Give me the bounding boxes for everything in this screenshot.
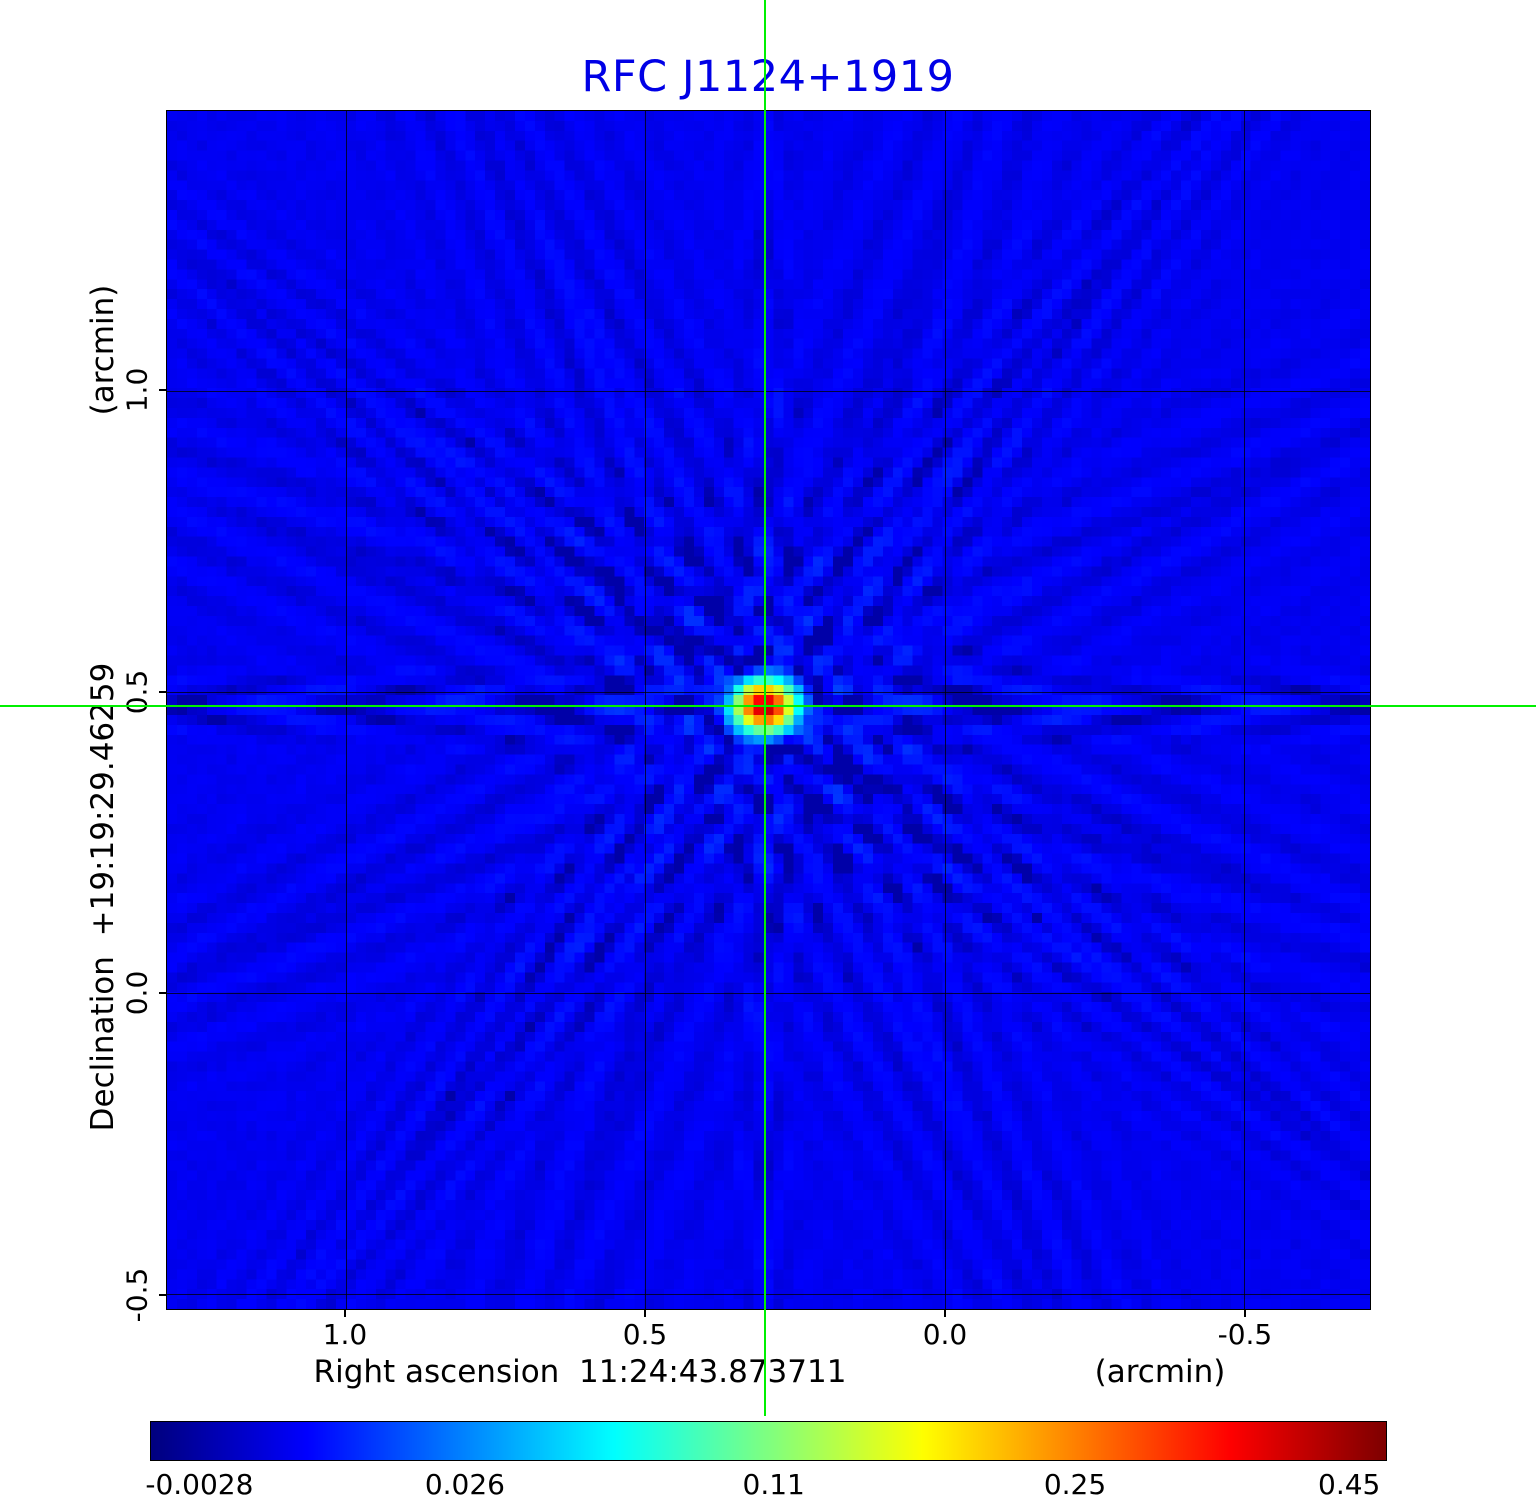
x-axis-unit-label: (arcmin) <box>1094 1354 1226 1390</box>
y-tick-label: 1.0 <box>120 367 154 413</box>
y-axis-label: Declination +19:19:29.46259 <box>85 662 121 1132</box>
x-gridline <box>1244 111 1246 1309</box>
y-tick-mark <box>159 389 166 392</box>
x-tick-mark <box>343 1310 346 1317</box>
x-tick-label: 0.0 <box>922 1318 968 1351</box>
x-tick-mark <box>1243 1310 1246 1317</box>
plot-area <box>166 110 1371 1310</box>
x-gridline <box>944 111 946 1309</box>
y-tick-mark <box>159 992 166 995</box>
plot-title: RFC J1124+1919 <box>581 52 955 102</box>
colorbar <box>150 1421 1387 1461</box>
x-tick-label: 0.5 <box>622 1318 668 1351</box>
colorbar-tick-label: 0.026 <box>424 1468 506 1501</box>
x-tick-label: -0.5 <box>1217 1318 1273 1351</box>
y-tick-label: 0.0 <box>120 970 154 1016</box>
y-gridline <box>167 691 1370 693</box>
y-gridline <box>167 1293 1370 1295</box>
y-tick-label: -0.5 <box>120 1267 154 1322</box>
x-gridline <box>645 111 647 1309</box>
y-tick-mark <box>159 690 166 693</box>
x-gridline <box>345 111 347 1309</box>
y-gridline <box>167 992 1370 994</box>
colorbar-tick-label: 0.45 <box>1318 1468 1381 1501</box>
crosshair-vertical-line <box>763 0 766 1416</box>
x-tick-mark <box>943 1310 946 1317</box>
x-tick-label: 1.0 <box>322 1318 368 1351</box>
colorbar-tick-label: 0.25 <box>1043 1468 1107 1501</box>
y-tick-mark <box>159 1293 166 1296</box>
x-tick-mark <box>643 1310 646 1317</box>
colorbar-tick-label: 0.11 <box>742 1468 805 1501</box>
heatmap-canvas <box>167 111 1370 1309</box>
y-gridline <box>167 390 1370 392</box>
y-axis-unit-label: (arcmin) <box>85 284 121 416</box>
x-axis-label: Right ascension 11:24:43.873711 <box>313 1354 847 1390</box>
colorbar-tick-label: -0.0028 <box>145 1468 254 1501</box>
crosshair-horizontal-line <box>0 705 1536 708</box>
